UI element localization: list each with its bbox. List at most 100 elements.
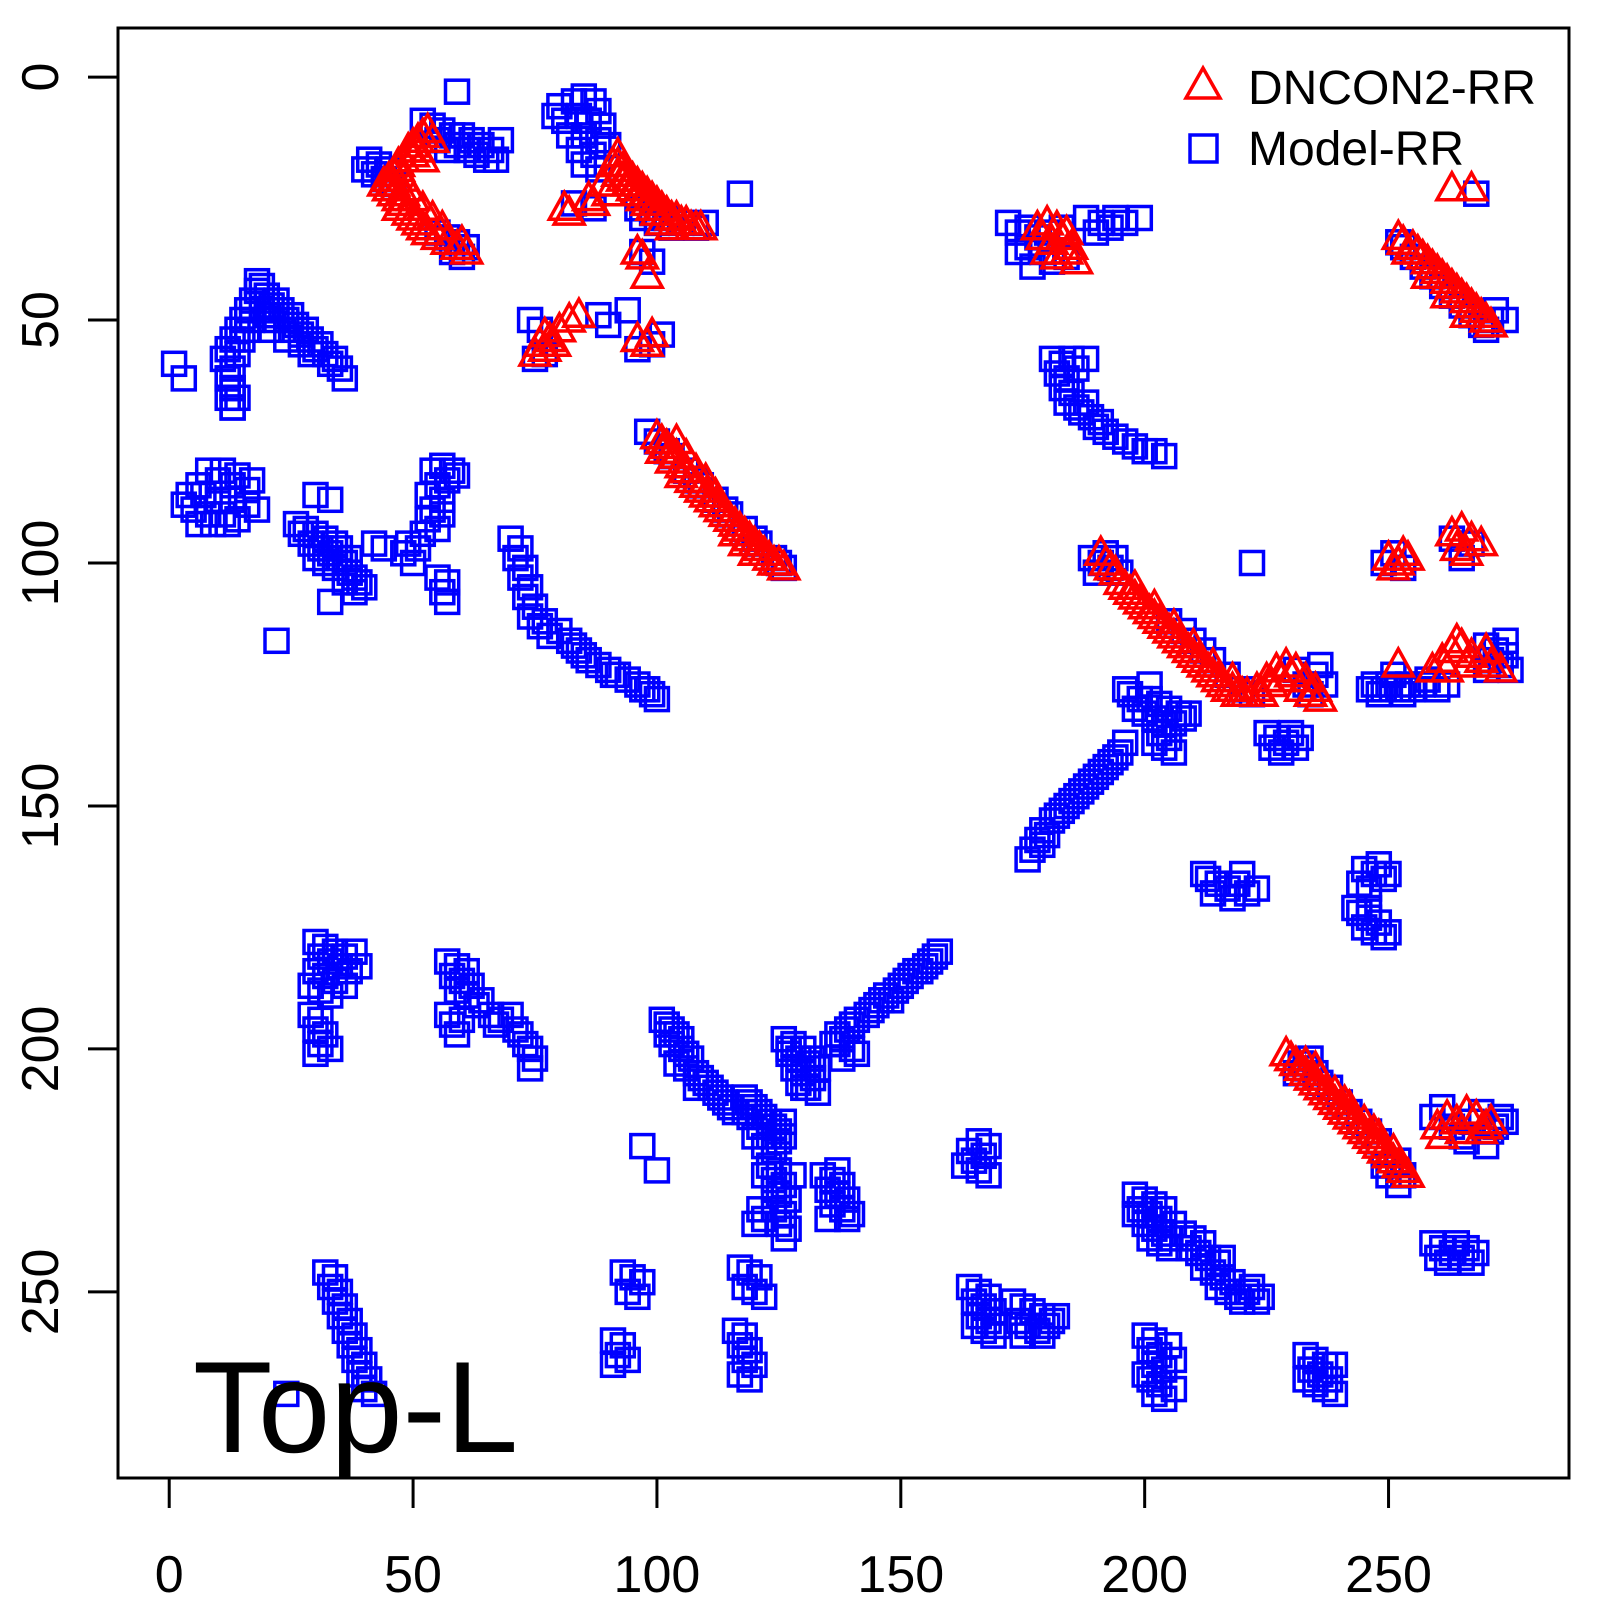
model-rr-point — [526, 612, 554, 640]
model-rr-point — [614, 666, 641, 693]
dncon2-rr-point — [1058, 242, 1095, 275]
model-rr-point — [297, 340, 324, 368]
model-rr-point — [336, 544, 363, 572]
model-rr-point — [750, 1283, 778, 1311]
dncon2-rr-point — [1390, 1155, 1426, 1189]
model-rr-point — [194, 501, 222, 528]
model-rr-point — [482, 146, 510, 173]
model-rr-point — [590, 112, 617, 139]
y-axis-tick-label: 50 — [12, 291, 70, 349]
model-rr-point — [926, 938, 954, 965]
model-rr-point — [331, 549, 359, 577]
model-rr-point — [199, 510, 227, 538]
model-rr-point — [219, 472, 246, 499]
model-rr-point — [219, 394, 246, 421]
model-rr-point — [1004, 238, 1032, 266]
model-rr-point — [833, 1205, 861, 1233]
model-rr-point — [531, 608, 559, 635]
model-rr-point — [1341, 894, 1368, 922]
model-rr-point — [316, 948, 344, 975]
dncon2-rr-point — [1038, 237, 1075, 270]
model-rr-point — [316, 1273, 344, 1301]
model-rr-point — [921, 943, 949, 970]
model-rr-point — [1058, 787, 1085, 815]
model-rr-point — [1453, 1234, 1480, 1262]
dncon2-rr-point — [668, 436, 705, 469]
model-rr-point — [209, 345, 237, 373]
dncon2-rr-point — [404, 208, 441, 241]
dncon2-rr-point — [414, 120, 451, 153]
x-axis-tick-label: 100 — [614, 1546, 701, 1600]
model-rr-point — [741, 1351, 768, 1379]
model-rr-point — [790, 1059, 817, 1087]
dncon2-rr-point — [1448, 295, 1485, 328]
model-rr-point — [829, 1196, 856, 1223]
model-rr-point — [599, 661, 627, 689]
legend-square-icon — [1188, 133, 1219, 164]
model-rr-point — [833, 1186, 861, 1213]
model-rr-point — [750, 1162, 778, 1189]
plot-box — [116, 26, 1571, 1480]
x-axis-tick-label: 200 — [1101, 1546, 1188, 1600]
model-rr-point — [1160, 739, 1188, 766]
model-rr-point — [726, 1361, 754, 1388]
model-rr-point — [999, 1288, 1027, 1315]
model-rr-point — [1199, 1259, 1227, 1286]
dncon2-rr-point — [736, 533, 773, 567]
dncon2-rr-point — [634, 188, 671, 222]
model-rr-point — [487, 126, 515, 154]
model-rr-point — [770, 1225, 798, 1252]
dncon2-rr-point — [1355, 1111, 1392, 1145]
dncon2-rr-point — [1468, 630, 1505, 664]
dncon2-rr-point — [1443, 1111, 1480, 1145]
model-rr-point — [1009, 1322, 1036, 1349]
model-rr-point — [594, 656, 622, 684]
model-rr-point — [316, 588, 344, 616]
model-rr-point — [209, 457, 237, 484]
dncon2-rr-point — [414, 198, 451, 231]
model-rr-point — [594, 311, 622, 339]
model-rr-point — [1321, 1380, 1349, 1408]
model-rr-point — [1155, 1332, 1183, 1359]
dncon2-rr-point — [1326, 1082, 1363, 1116]
model-rr-point — [1072, 345, 1100, 373]
dncon2-rr-point — [663, 455, 700, 489]
model-rr-point — [1136, 671, 1163, 698]
model-rr-point — [507, 535, 534, 562]
dncon2-rr-point — [668, 203, 705, 236]
model-rr-point — [911, 953, 939, 980]
model-rr-point — [697, 1074, 724, 1102]
model-rr-point — [570, 151, 598, 178]
dncon2-rr-point — [1214, 659, 1251, 693]
model-rr-point — [1043, 1302, 1071, 1330]
model-rr-point — [853, 1001, 880, 1029]
dncon2-rr-point — [1092, 548, 1129, 581]
dncon2-rr-point — [1175, 625, 1212, 659]
dncon2-rr-point — [1136, 587, 1173, 620]
x-axis-tick-label: 0 — [155, 1546, 184, 1600]
model-rr-point — [160, 350, 188, 378]
model-rr-point — [1048, 374, 1076, 402]
model-rr-point — [297, 1001, 324, 1029]
dncon2-rr-point — [1195, 645, 1231, 678]
model-rr-point — [790, 1074, 817, 1102]
model-rr-point — [907, 957, 934, 985]
model-rr-point — [297, 972, 324, 1000]
model-rr-point — [1175, 1234, 1202, 1262]
model-rr-point — [1321, 1351, 1349, 1379]
model-rr-point — [1394, 671, 1422, 698]
model-rr-point — [1228, 860, 1256, 888]
model-rr-point — [1375, 860, 1402, 888]
model-rr-point — [658, 1030, 685, 1058]
model-rr-point — [219, 374, 246, 402]
plot-annotation: Top-L — [193, 1334, 518, 1480]
dncon2-rr-point — [1390, 232, 1426, 265]
model-rr-point — [463, 991, 490, 1019]
model-rr-point — [1150, 442, 1178, 470]
model-rr-point — [1150, 1196, 1178, 1223]
dncon2-rr-point — [1463, 1111, 1500, 1145]
model-rr-point — [1043, 360, 1071, 387]
model-rr-point — [360, 1380, 388, 1408]
model-rr-point — [638, 680, 666, 708]
